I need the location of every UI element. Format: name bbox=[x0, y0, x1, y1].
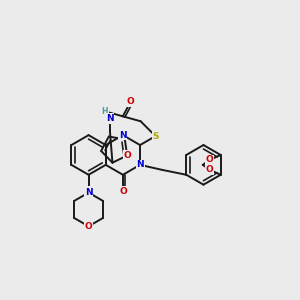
Text: O: O bbox=[206, 155, 214, 164]
Text: O: O bbox=[119, 187, 127, 196]
Text: N: N bbox=[85, 188, 92, 197]
Text: O: O bbox=[123, 151, 131, 160]
Text: N: N bbox=[106, 114, 114, 123]
Text: H: H bbox=[102, 107, 108, 116]
Text: O: O bbox=[206, 165, 214, 174]
Text: N: N bbox=[119, 130, 127, 140]
Text: S: S bbox=[152, 132, 159, 141]
Text: O: O bbox=[127, 97, 135, 106]
Text: N: N bbox=[136, 160, 144, 169]
Text: O: O bbox=[85, 222, 92, 231]
Text: N: N bbox=[85, 187, 92, 196]
